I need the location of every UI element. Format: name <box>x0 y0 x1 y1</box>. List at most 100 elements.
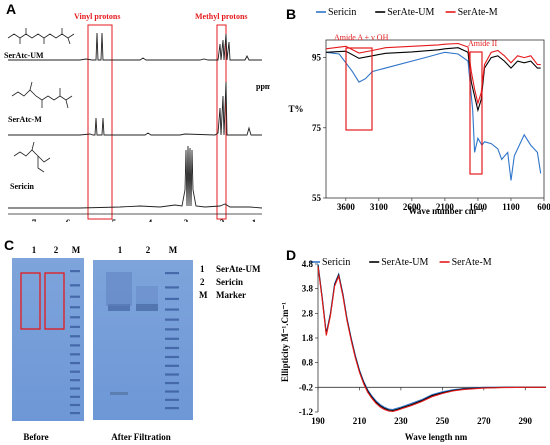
chartB-x-tick-label: 3600 <box>337 202 356 212</box>
marker-band <box>165 328 179 331</box>
marker-band <box>165 337 179 340</box>
chartB-x-tick-label: 2600 <box>403 202 422 212</box>
chartB-line-serate-um <box>325 47 541 113</box>
chartD-y-tick-label: 2.8 <box>302 308 314 318</box>
chartB-frame <box>325 39 545 199</box>
chartD-x-tick-label: 250 <box>436 416 450 426</box>
amide-ii-box <box>469 51 483 175</box>
chartB-x-tick-label: 600 <box>537 202 550 212</box>
marker-band <box>70 387 80 390</box>
marker-band <box>70 353 80 356</box>
caption-before: Before <box>23 432 48 442</box>
chartB-y-tick-label: 55 <box>312 193 322 203</box>
chartB-y-tick-label: 75 <box>312 123 322 133</box>
cd-axes: 190 210 230 250 270 290 4.8 3.8 2.8 1.8 0.8 -0.2 -1.… <box>299 259 546 426</box>
amide-ii-annotation: Amide II <box>468 39 497 48</box>
lane-label-after-m: M <box>169 245 178 255</box>
chartD-legend-label: Sericin <box>322 257 350 268</box>
cd-series <box>317 263 546 413</box>
marker-band <box>165 390 179 393</box>
marker-band <box>165 346 179 350</box>
chartB-legend-label: SerAte-UM <box>387 7 434 18</box>
marker-band <box>165 398 179 401</box>
nmr-trace-serate-um <box>8 32 262 61</box>
structure-serate-m <box>11 81 73 109</box>
chartB-legend-label: SerAte-M <box>458 7 498 18</box>
panel-a-label: A <box>6 1 17 17</box>
lane-label-after-1: 1 <box>118 245 123 255</box>
nmr-unit-ppm: ppm <box>256 82 270 91</box>
marker-band <box>165 355 179 359</box>
nmr-tick-3: 3 <box>184 218 189 222</box>
chartD-y-tick-label: 3.8 <box>302 284 314 294</box>
chartB-y-tick-label: 95 <box>312 53 322 63</box>
cd-legend: Sericin SerAte-UM SerAte-M <box>310 257 492 268</box>
gel-after-lane1-band <box>108 304 130 311</box>
nmr-tick-5: 5 <box>112 218 117 222</box>
ftir-legend: Sericin SerAte-UM SerAte-M <box>316 7 498 18</box>
marker-band <box>165 364 179 367</box>
marker-band <box>165 373 179 376</box>
panel-b-ftir-chart: Sericin SerAte-UM SerAte-M 3600 3100 2600 210… <box>288 7 550 216</box>
ftir-series <box>325 42 542 181</box>
gel-after-lane2-band <box>136 304 158 311</box>
chartD-line-serate-m <box>317 266 546 413</box>
chartD-y-tick-label: 0.8 <box>302 358 314 368</box>
chartB-line-sericin <box>325 51 542 181</box>
chartD-y-tick-label: 4.8 <box>302 259 314 269</box>
caption-after: After Filtration <box>111 432 171 442</box>
structure-sericin <box>13 141 51 173</box>
marker-band <box>70 412 80 415</box>
amide-a-box <box>345 47 373 131</box>
chartD-y-tick-label: -1.2 <box>299 407 314 417</box>
chartD-x-tick-label: 210 <box>353 416 367 426</box>
marker-band <box>70 344 80 347</box>
trace-label-serate-um: SerAtc-UM <box>4 51 44 60</box>
marker-band <box>165 308 179 311</box>
vinyl-highlight-box <box>87 24 113 220</box>
chartB-x-tick-label: 2100 <box>436 202 455 212</box>
chartB-x-tick-label: 3100 <box>370 202 389 212</box>
lane-label-before-m: M <box>72 245 81 255</box>
chartB-x-tick-label: 1600 <box>469 202 488 212</box>
chartB-line-serate-m <box>325 42 541 106</box>
nmr-tick-7: 7 <box>32 218 37 222</box>
gel-before-lane2-box <box>44 272 65 330</box>
marker-band <box>70 361 80 365</box>
panel-d-label: D <box>286 247 297 263</box>
marker-band <box>165 407 179 410</box>
gel-before-marker-lane <box>70 270 80 415</box>
gel-after-lane1-low-band <box>110 392 128 395</box>
nmr-trace-sericin <box>8 145 263 209</box>
marker-band <box>70 335 80 338</box>
gel-legend-text-1: SerAte-UM <box>216 264 261 274</box>
lane-label-after-2: 2 <box>146 245 151 255</box>
marker-band <box>70 295 80 298</box>
marker-band <box>165 286 179 289</box>
gel-legend-text-m: Marker <box>216 290 246 300</box>
chartB-x-tick-label: 1100 <box>502 202 520 212</box>
nmr-tick-6: 6 <box>66 218 71 222</box>
panel-d-cd-chart: Sericin SerAte-UM SerAte-M 190 210 230 250 270… <box>280 257 546 442</box>
marker-band <box>70 403 80 407</box>
gel-legend-key-m: M <box>199 290 208 300</box>
chartD-line-serate-um <box>317 265 546 412</box>
trace-label-serate-m: SerAtc-M <box>8 115 42 124</box>
marker-band <box>165 381 179 385</box>
nmr-tick-1: 1 <box>252 218 257 222</box>
gel-after-marker-lane <box>165 272 179 410</box>
amide-a-annotation: Amide A + ν OH <box>334 33 389 42</box>
marker-band <box>70 395 80 398</box>
marker-band <box>165 272 179 275</box>
marker-band <box>70 370 80 373</box>
chartD-legend-label: SerAte-UM <box>381 257 428 268</box>
gel-legend-key-2: 2 <box>200 277 205 287</box>
vinyl-annotation: Vinyl protons <box>74 12 120 21</box>
nmr-trace-serate-m <box>8 81 262 136</box>
ftir-x-label: Wave number cm⁻¹ <box>408 206 484 216</box>
chartD-y-tick-label: -0.2 <box>299 382 314 392</box>
marker-band <box>70 379 80 382</box>
marker-band <box>70 270 80 273</box>
marker-band <box>165 297 179 301</box>
chartD-x-tick-label: 190 <box>311 416 325 426</box>
